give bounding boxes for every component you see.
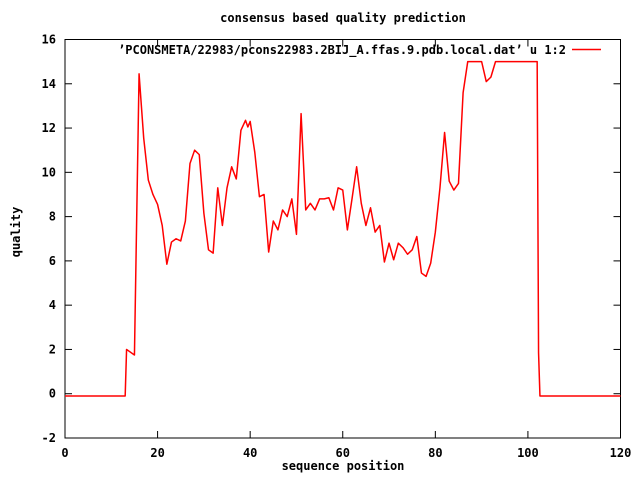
tick-labels: -2 0 2 4 6 8 10 12 14 16 0 20 40 60 80 100 120 [42, 33, 632, 461]
x-tick-label: 0 [61, 446, 68, 460]
x-tick-label: 80 [428, 446, 442, 460]
chart-title: consensus based quality prediction [220, 11, 466, 25]
x-tick-label: 60 [336, 446, 350, 460]
y-tick-label: -2 [42, 431, 56, 445]
y-tick-label: 16 [42, 33, 56, 47]
data-series [65, 60, 621, 397]
legend-label: ’PCONSMETA/22983/pcons22983.2BIJ_A.ffas.… [118, 43, 566, 58]
y-tick-label: 4 [49, 298, 56, 312]
y-tick-label: 8 [49, 210, 56, 224]
axes [64, 39, 621, 439]
y-tick-label: 12 [42, 121, 56, 135]
x-tick-label: 100 [517, 446, 539, 460]
data-polyline [65, 60, 621, 397]
y-tick-label: 6 [49, 254, 56, 268]
x-tick-label: 120 [610, 446, 632, 460]
y-axis-label: quality [9, 207, 23, 258]
x-tick-label: 40 [243, 446, 257, 460]
y-tick-label: 14 [42, 77, 56, 91]
x-tick-label: 20 [150, 446, 164, 460]
y-tick-label: 0 [49, 387, 56, 401]
x-axis-label: sequence position [282, 459, 405, 473]
y-tick-label: 2 [49, 342, 56, 356]
y-tick-label: 10 [42, 165, 56, 179]
